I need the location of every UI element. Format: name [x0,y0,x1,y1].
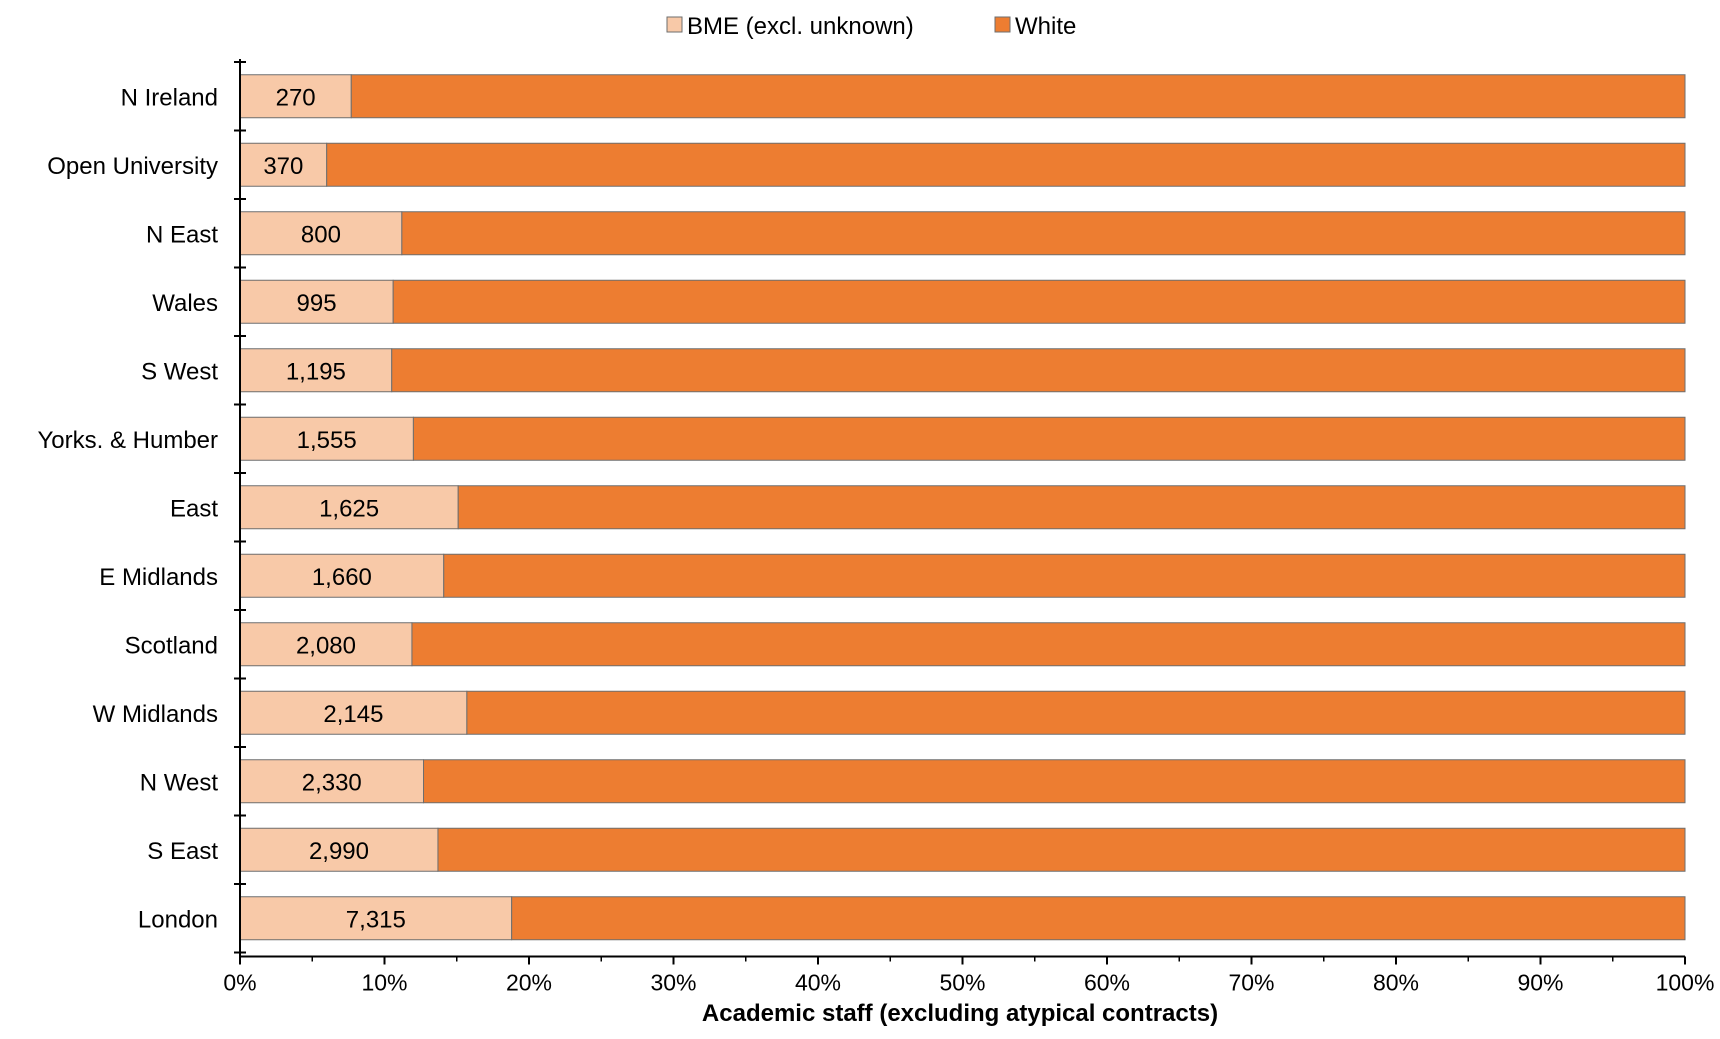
bar-value-label-9: 2,145 [323,701,383,728]
bar-value-label-4: 1,195 [286,358,346,385]
bar-value-label-1: 370 [263,153,303,180]
category-label-10: N West [140,769,219,796]
x-tick-label-2: 20% [506,970,552,996]
bar-value-label-6: 1,625 [319,495,379,522]
bar-white-8 [411,622,1686,667]
category-label-7: E Midlands [99,564,218,591]
x-tick-label-5: 50% [939,970,985,996]
bar-white-5 [412,416,1686,461]
bar-value-label-7: 1,660 [312,564,372,591]
category-label-3: Wales [152,290,218,317]
category-label-4: S West [141,358,218,385]
bar-value-label-8: 2,080 [296,632,356,659]
bar-white-4 [391,348,1686,393]
x-tick-label-0: 0% [223,970,256,996]
category-label-9: W Midlands [93,701,218,728]
bar-value-label-10: 2,330 [302,769,362,796]
bar-bme-9 [239,690,468,735]
bar-white-0 [350,74,1686,119]
bar-value-label-0: 270 [276,84,316,111]
legend: BME (excl. unknown) White [666,13,1076,40]
bar-bme-3 [239,279,394,324]
legend-swatch-0 [666,16,683,33]
category-label-5: Yorks. & Humber [37,427,218,454]
bar-bme-6 [239,485,459,530]
bars: 270 370 800 995 1,195 1,555 1,625 1,660 2,080 2,1… [239,74,1686,941]
bar-bme-11 [239,827,439,872]
bar-white-10 [423,759,1686,804]
bar-value-label-12: 7,315 [346,906,406,933]
x-tick-label-7: 70% [1228,970,1274,996]
category-label-2: N East [146,221,218,248]
x-tick-label-10: 100% [1656,970,1715,996]
bar-bme-0 [239,74,352,119]
x-axis-title: Academic staff (excluding atypical contr… [702,1000,1218,1027]
x-tick-label-3: 30% [650,970,696,996]
category-label-6: East [170,495,218,522]
category-label-11: S East [147,838,218,865]
bar-white-12 [511,896,1686,941]
bar-value-label-3: 995 [297,290,337,317]
x-tick-label-6: 60% [1084,970,1130,996]
category-label-12: London [138,906,218,933]
bar-value-label-5: 1,555 [297,427,357,454]
bar-bme-1 [239,142,328,187]
bar-value-label-11: 2,990 [309,838,369,865]
bar-white-9 [466,690,1686,735]
axes: N Ireland Open University N East Wales S Wes… [37,59,1714,996]
bar-value-label-2: 800 [301,221,341,248]
legend-label-0: BME (excl. unknown) [687,13,914,40]
bar-white-6 [457,485,1686,530]
bar-bme-2 [239,211,403,256]
bar-white-2 [401,211,1686,256]
category-label-8: Scotland [125,632,218,659]
category-label-0: N Ireland [121,84,218,111]
bar-white-1 [326,142,1686,187]
bar-bme-12 [239,896,513,941]
bar-white-7 [443,553,1686,598]
bar-bme-4 [239,348,393,393]
bar-white-11 [437,827,1686,872]
bar-white-3 [392,279,1686,324]
legend-swatch-1 [994,16,1011,33]
x-tick-label-9: 90% [1517,970,1563,996]
legend-label-1: White [1015,13,1076,40]
category-label-1: Open University [47,153,218,180]
x-tick-label-8: 80% [1373,970,1419,996]
bar-bme-5 [239,416,414,461]
x-tick-label-1: 10% [361,970,407,996]
x-tick-label-4: 40% [795,970,841,996]
